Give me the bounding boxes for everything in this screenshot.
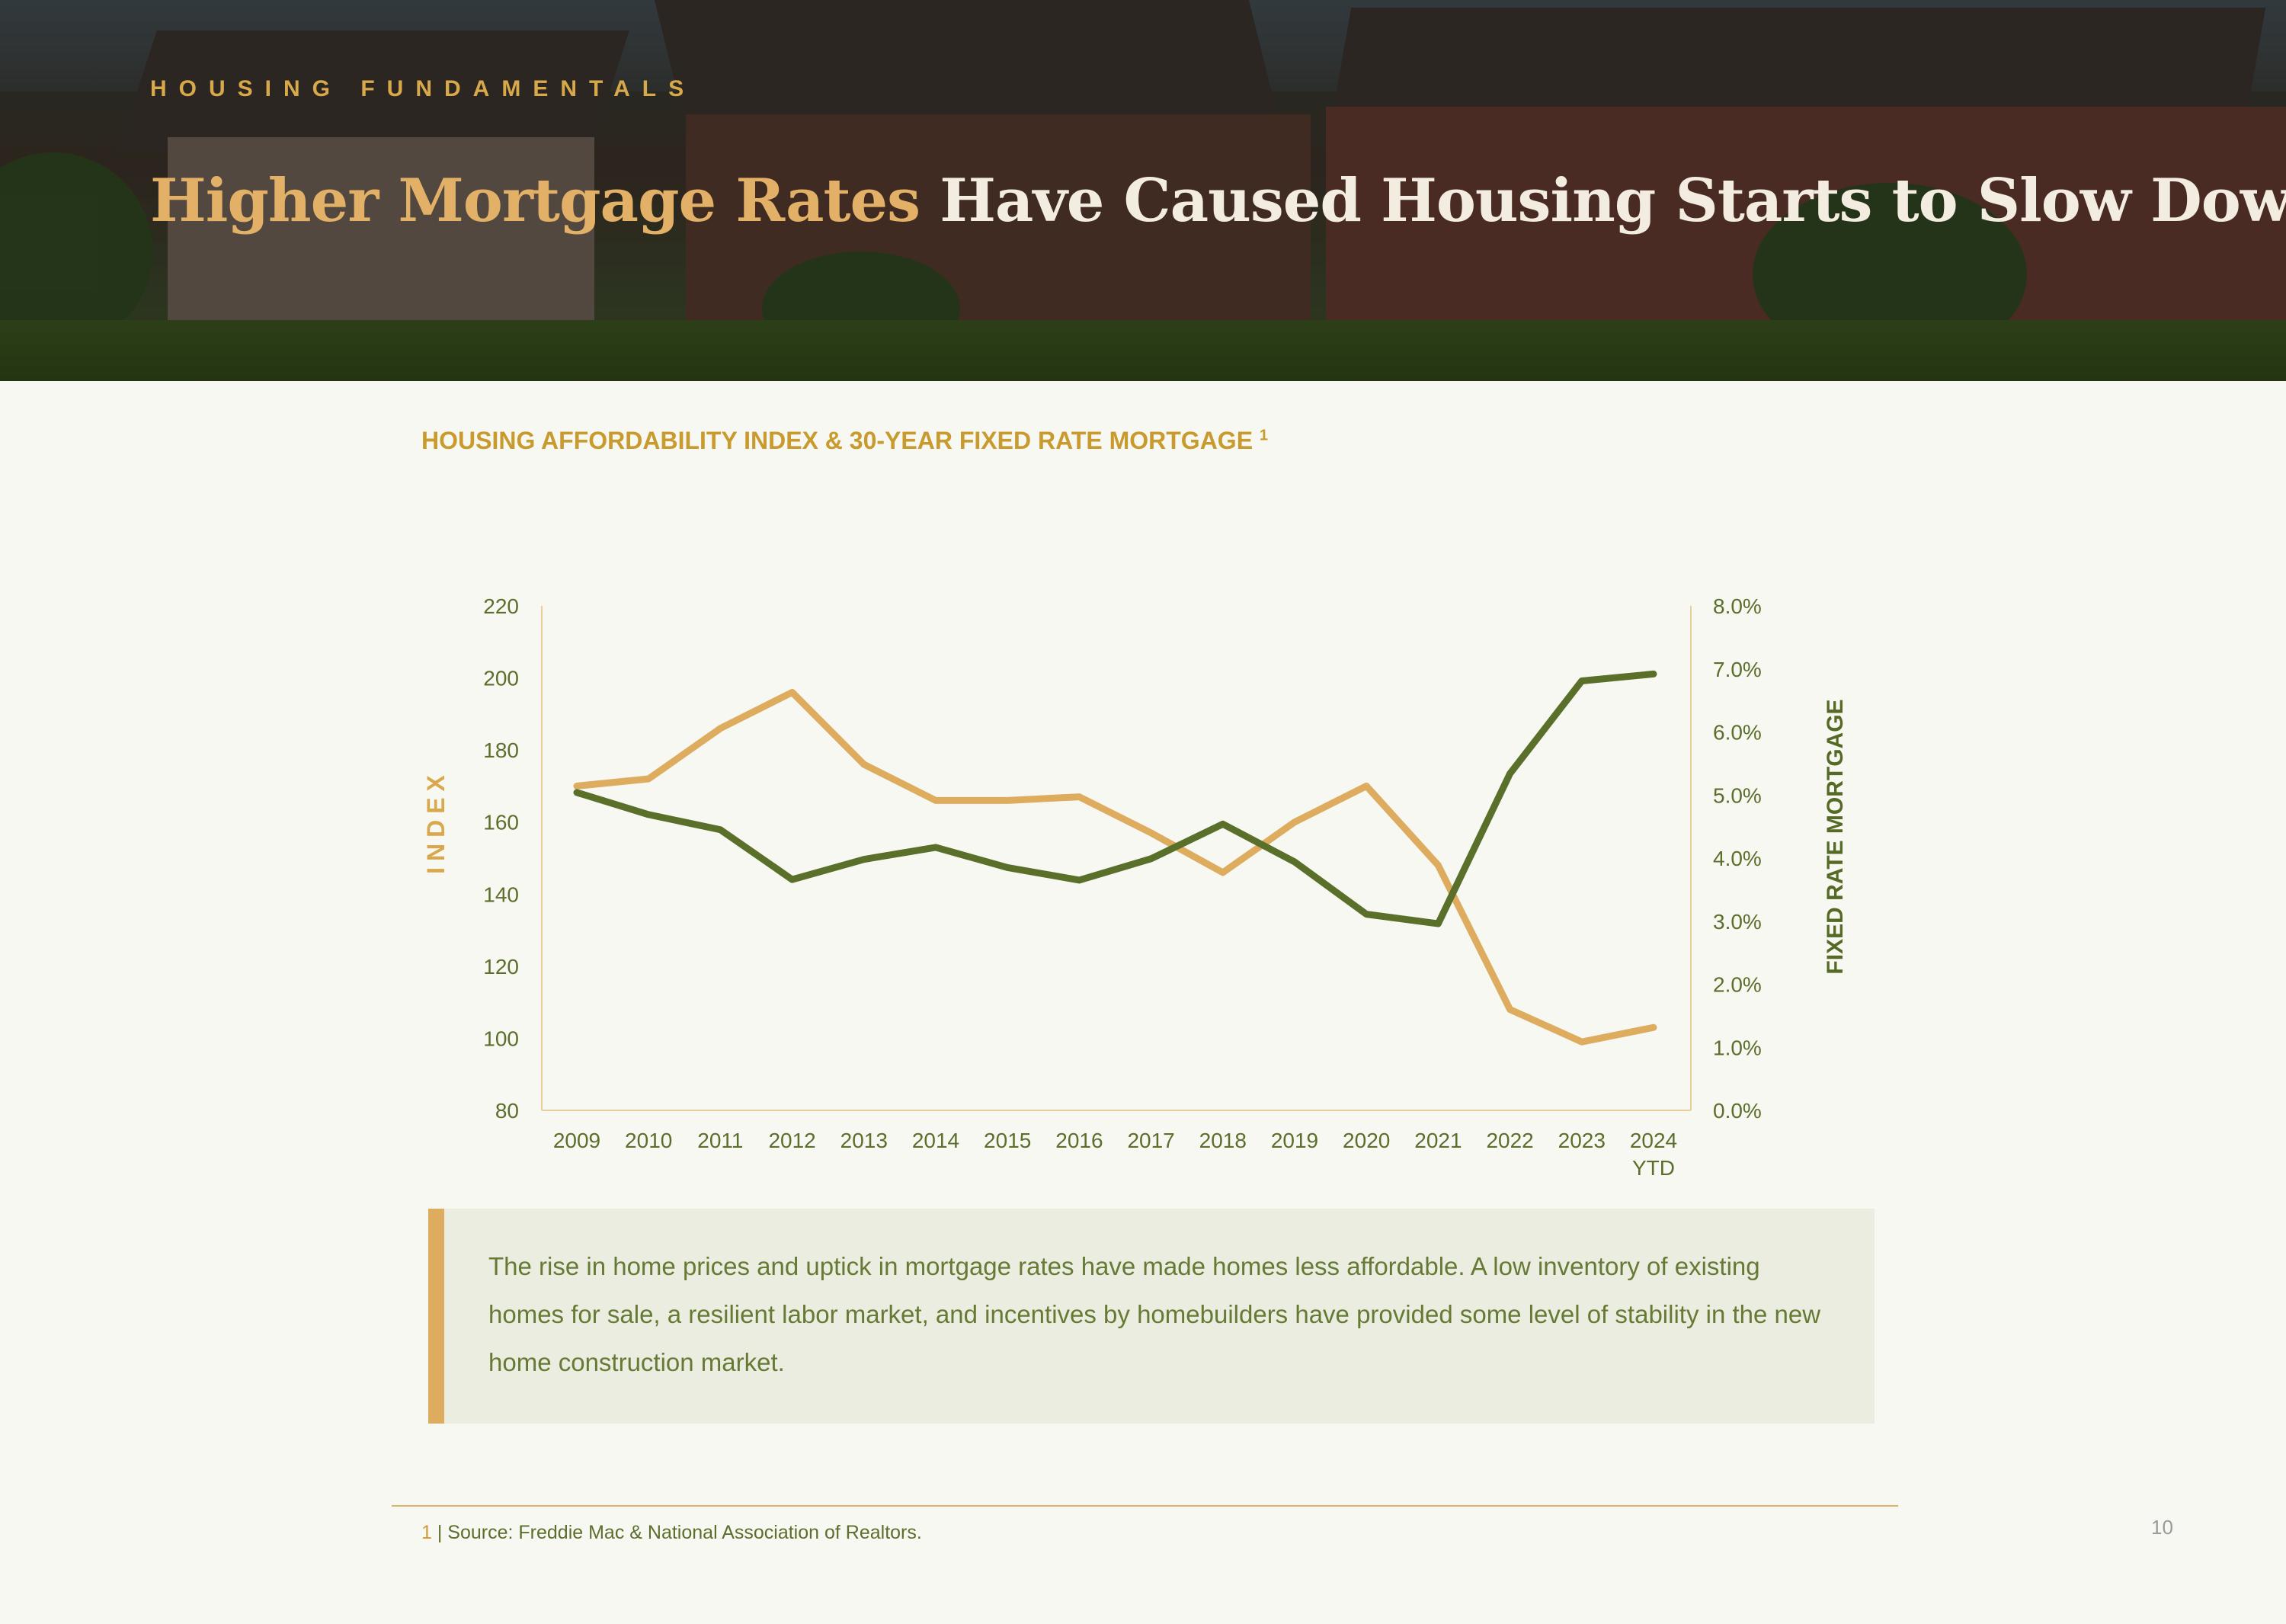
footnote-text: | Source: Freddie Mac & National Associa… xyxy=(431,1522,922,1543)
hero-banner xyxy=(0,0,2286,381)
x-tick-label: 2024 xyxy=(1630,1129,1677,1152)
hero-tree xyxy=(0,152,152,351)
y-left-tick-label: 160 xyxy=(483,811,519,834)
y-right-tick-label: 2.0% xyxy=(1713,973,1762,997)
x-tick-label: 2021 xyxy=(1414,1129,1462,1152)
y-right-tick-label: 1.0% xyxy=(1713,1036,1762,1059)
page-title-accent: Higher Mortgage Rates xyxy=(150,166,920,235)
y-left-axis-title: INDEX xyxy=(422,769,450,874)
x-tick-label: 2009 xyxy=(553,1129,600,1152)
y-left-tick-label: 220 xyxy=(483,594,519,618)
y-left-tick-label: 100 xyxy=(483,1027,519,1050)
callout-box: The rise in home prices and uptick in mo… xyxy=(428,1209,1875,1424)
x-tick-label: 2015 xyxy=(984,1129,1031,1152)
x-tick-label: 2017 xyxy=(1127,1129,1174,1152)
y-right-tick-label: 6.0% xyxy=(1713,721,1762,745)
hero-lawn xyxy=(0,320,2286,381)
chart-title-text: HOUSING AFFORDABILITY INDEX & 30-YEAR FI… xyxy=(421,427,1253,454)
series-line-mortgage-rate xyxy=(573,670,1657,927)
y-right-tick-label: 7.0% xyxy=(1713,658,1762,681)
hero-shade xyxy=(0,0,2286,381)
x-tick-label: 2012 xyxy=(768,1129,815,1152)
callout-text: The rise in home prices and uptick in mo… xyxy=(488,1252,1821,1376)
x-tick-label: 2018 xyxy=(1199,1129,1247,1152)
y-left-tick-label: 180 xyxy=(483,738,519,762)
callout-accent-bar xyxy=(428,1209,444,1424)
y-right-axis-title: FIXED RATE MORTGAGE xyxy=(1823,699,1848,974)
y-right-tick-label: 0.0% xyxy=(1713,1099,1762,1123)
section-eyebrow: HOUSING FUNDAMENTALS xyxy=(150,76,696,101)
chart-title: HOUSING AFFORDABILITY INDEX & 30-YEAR FI… xyxy=(421,427,1268,455)
chart-title-footnote-ref: 1 xyxy=(1259,427,1269,444)
y-left-tick-label: 80 xyxy=(495,1099,519,1123)
x-tick-label: 2023 xyxy=(1558,1129,1606,1152)
line-chart: 220 200 180 160 140 120 100 80 8.0% 7.0% 6.0% 5.0% 4… xyxy=(422,594,1848,1180)
y-left-tick-label: 120 xyxy=(483,955,519,979)
y-left-tick-label: 200 xyxy=(483,667,519,690)
footnote-divider xyxy=(392,1505,1898,1507)
page-title-rest: Have Caused Housing Starts to Slow Down xyxy=(920,166,2286,235)
y-left-tick-label: 140 xyxy=(483,882,519,906)
x-tick-label: 2011 xyxy=(697,1129,743,1152)
series-line-index xyxy=(573,688,1657,1046)
x-tick-label: 2020 xyxy=(1343,1129,1390,1152)
y-right-tick-label: 3.0% xyxy=(1713,910,1762,934)
hero-house-left xyxy=(168,137,594,335)
x-tick-label: 2019 xyxy=(1271,1129,1318,1152)
x-tick-label: 2016 xyxy=(1055,1129,1103,1152)
footnote-number: 1 xyxy=(421,1522,432,1543)
x-tick-label: 2013 xyxy=(840,1129,888,1152)
y-right-tick-label: 8.0% xyxy=(1713,594,1762,618)
page-number: 10 xyxy=(2151,1516,2173,1539)
x-tick-label: 2022 xyxy=(1486,1129,1533,1152)
footnote: 1 | Source: Freddie Mac & National Assoc… xyxy=(421,1522,922,1544)
page-title: Higher Mortgage Rates Have Caused Housin… xyxy=(150,166,2286,235)
y-right-tick-label: 4.0% xyxy=(1713,847,1762,870)
x-tick-label: YTD xyxy=(1632,1156,1675,1180)
y-right-tick-label: 5.0% xyxy=(1713,783,1762,807)
x-tick-label: 2014 xyxy=(912,1129,959,1152)
x-tick-label: 2010 xyxy=(625,1129,672,1152)
